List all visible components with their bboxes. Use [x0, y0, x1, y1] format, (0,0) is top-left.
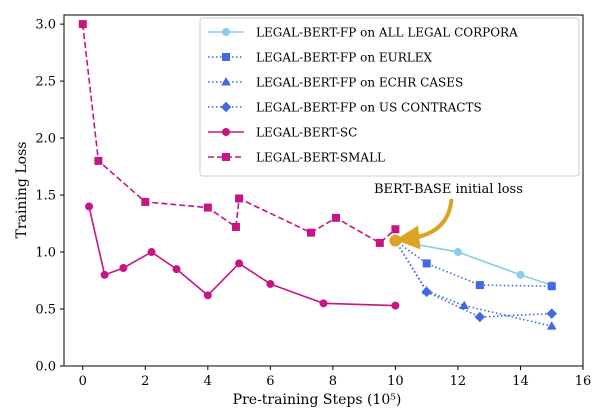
y-tick-label: 0.0	[35, 360, 56, 375]
data-point	[421, 286, 432, 298]
legend-marker	[221, 27, 230, 36]
x-tick-label: 4	[204, 374, 212, 389]
axis-labels: Pre-training Steps (10⁵) Training Loss	[14, 142, 401, 408]
plot-border	[63, 14, 584, 367]
data-point	[85, 202, 94, 211]
data-point	[375, 238, 384, 247]
legend-entry: LEGAL-BERT-FP on US CONTRACTS	[208, 101, 482, 115]
x-tick-label: 16	[575, 374, 592, 389]
legend-label: LEGAL-BERT-FP on ECHR CASES	[256, 76, 463, 90]
legend-marker	[221, 53, 230, 62]
series-legal-bert-small	[78, 20, 400, 247]
data-point	[474, 311, 486, 323]
data-point	[94, 156, 103, 165]
data-point	[119, 263, 128, 272]
data-point	[453, 248, 462, 257]
data-point	[141, 197, 150, 206]
legend-marker	[220, 101, 232, 113]
bert-base-point	[389, 234, 402, 247]
legend-entry: LEGAL-BERT-SC	[208, 126, 357, 140]
legend-entry: LEGAL-BERT-SMALL	[208, 151, 385, 165]
ticks: 0 2 4 6 8 10 12 14 16 0.0 0.5 1.0 1.5 2.0 2.5 3.0	[35, 18, 591, 389]
series-line	[395, 239, 552, 286]
data-point	[319, 299, 328, 308]
y-axis-label: Training Loss	[14, 142, 30, 239]
legend-marker	[221, 77, 231, 86]
legend-marker	[221, 152, 230, 161]
y-tick-label: 1.0	[35, 246, 56, 261]
data-point	[459, 300, 470, 310]
series-line	[88, 206, 396, 307]
data-point	[266, 279, 275, 288]
legend-marker	[221, 127, 230, 136]
series-line	[394, 239, 552, 288]
data-point	[475, 281, 484, 290]
data-point	[546, 308, 557, 319]
annotation-arrow	[395, 198, 454, 250]
legend-label: LEGAL-BERT-SMALL	[256, 151, 385, 165]
y-tick-label: 1.5	[35, 189, 56, 204]
plot-frame	[63, 14, 584, 367]
series-line	[81, 24, 396, 244]
legend-entry: LEGAL-BERT-FP on EURLEX	[208, 51, 433, 65]
data-point	[235, 259, 244, 268]
legend-entry: LEGAL-BERT-FP on ALL LEGAL CORPORA	[208, 26, 518, 40]
legend-label: LEGAL-BERT-SC	[256, 126, 357, 140]
legend-entry: LEGAL-BERT-FP on ECHR CASES	[208, 76, 463, 90]
y-tick-label: 0.5	[35, 303, 56, 318]
data-point	[100, 270, 109, 279]
series-legal-bert-fp-on-all-legal-corpora	[391, 236, 556, 290]
series-legal-bert-sc	[85, 202, 400, 310]
bert-base-annotation: BERT-BASE initial loss	[374, 182, 523, 197]
data-point	[422, 259, 431, 268]
x-tick-label: 10	[387, 374, 404, 389]
series-layer	[78, 20, 557, 330]
y-tick-label: 3.0	[35, 18, 56, 33]
data-point	[546, 321, 557, 330]
data-point	[172, 265, 181, 274]
data-point	[547, 282, 556, 291]
x-tick-label: 2	[141, 374, 149, 389]
legend: LEGAL-BERT-FP on ALL LEGAL CORPORA LEGAL-…	[199, 17, 580, 177]
data-point	[235, 194, 244, 203]
data-point	[147, 248, 156, 257]
x-tick-label: 0	[79, 374, 87, 389]
x-axis-label: Pre-training Steps (10⁵)	[233, 392, 402, 408]
data-point	[332, 213, 341, 222]
data-point	[306, 228, 315, 237]
data-point	[391, 301, 400, 310]
legend-label: LEGAL-BERT-FP on ALL LEGAL CORPORA	[256, 26, 518, 40]
x-tick-label: 6	[266, 374, 274, 389]
y-tick-label: 2.0	[35, 132, 56, 147]
legend-label: LEGAL-BERT-FP on US CONTRACTS	[256, 101, 482, 115]
x-tick-label: 8	[329, 374, 337, 389]
data-point	[516, 270, 525, 279]
y-tick-label: 2.5	[35, 75, 56, 90]
x-tick-label: 14	[512, 374, 529, 389]
x-tick-label: 12	[450, 374, 467, 389]
legend-label: LEGAL-BERT-FP on EURLEX	[256, 51, 433, 65]
data-point	[203, 203, 212, 212]
data-point	[203, 291, 212, 300]
series-line	[394, 240, 552, 327]
annotation-layer: BERT-BASE initial loss	[374, 182, 523, 250]
data-point	[391, 225, 400, 234]
legend-box	[199, 17, 580, 177]
data-point	[231, 222, 240, 231]
data-point	[78, 20, 87, 29]
series-line	[394, 240, 552, 318]
